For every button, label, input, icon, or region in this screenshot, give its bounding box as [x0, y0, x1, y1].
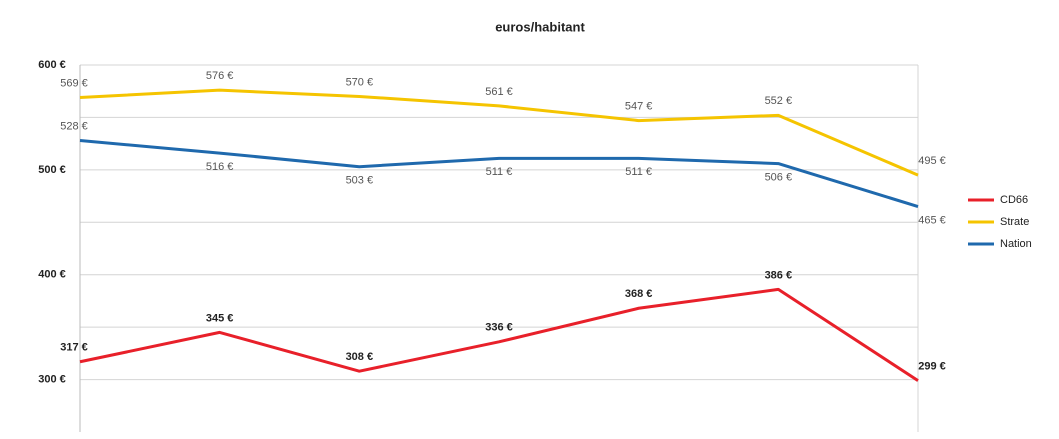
series-line [79, 287, 919, 382]
data-label: 506 € [765, 171, 793, 183]
data-label: 386 € [765, 269, 793, 281]
data-label: 308 € [346, 351, 374, 363]
data-label: 576 € [206, 70, 234, 82]
data-label: 503 € [346, 175, 374, 187]
data-label: 336 € [485, 322, 513, 334]
data-label: 516 € [206, 161, 234, 173]
legend-label: CD66 [1000, 194, 1028, 206]
series-line [79, 139, 919, 208]
data-label: 511 € [625, 166, 652, 178]
data-label: 561 € [485, 86, 513, 98]
legend-label: Nation [1000, 238, 1032, 250]
data-label: 570 € [346, 76, 374, 88]
data-label: 528 € [60, 120, 88, 132]
data-label: 299 € [918, 361, 946, 373]
legend-label: Strate [1000, 216, 1029, 228]
data-label: 345 € [206, 312, 234, 324]
y-tick-label: 400 € [38, 269, 66, 281]
data-label: 317 € [60, 342, 88, 354]
chart-title: euros/habitant [495, 19, 585, 34]
data-label: 511 € [486, 166, 513, 178]
y-tick-label: 600 € [38, 59, 66, 71]
data-label: 465 € [918, 214, 946, 226]
data-label: 547 € [625, 100, 653, 112]
data-label: 495 € [918, 155, 946, 167]
y-tick-label: 300 € [38, 373, 66, 385]
series-line [79, 88, 919, 177]
data-label: 569 € [60, 77, 88, 89]
data-label: 368 € [625, 288, 653, 300]
y-tick-label: 500 € [38, 164, 66, 176]
data-label: 552 € [765, 95, 793, 107]
